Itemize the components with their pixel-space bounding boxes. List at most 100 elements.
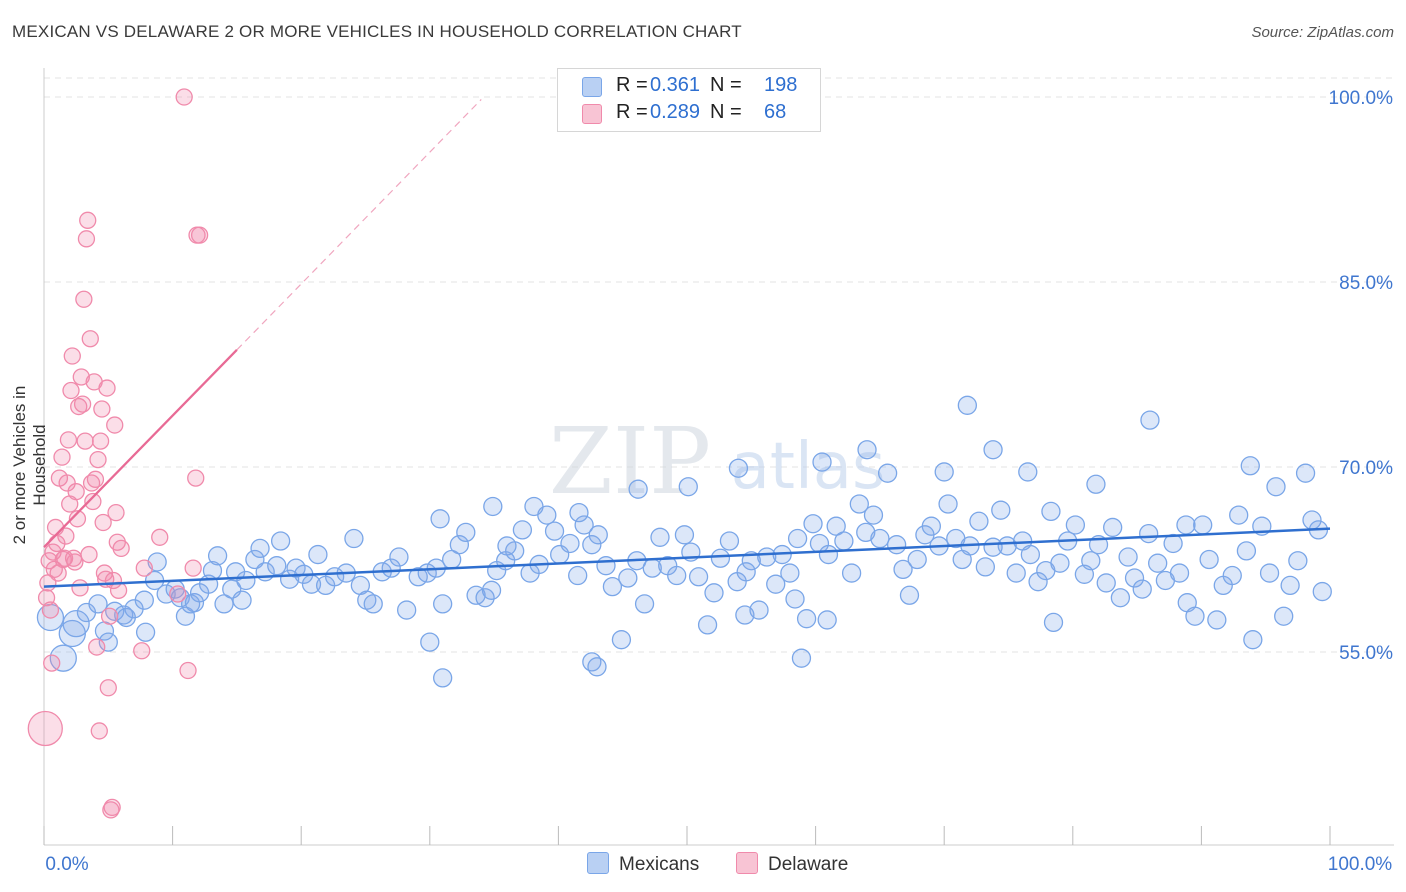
mexicans-point [602,576,623,597]
delaware-point [79,211,97,229]
mexicans-point [1065,515,1086,535]
mexicans-point [710,548,731,568]
mexicans-point [618,568,638,588]
mexicans-point [582,535,602,555]
delaware-point [81,330,99,348]
mexicans-point [849,494,869,514]
delaware-point [107,503,125,522]
delaware-point [179,661,197,680]
mexicans-point [475,588,495,608]
delaware-legend-label: Delaware [768,854,849,875]
mexicans-point [344,528,364,549]
delaware-point [190,226,209,244]
delaware-point [62,381,80,400]
delaware-legend-icon [736,852,758,874]
mexicans-point [749,600,769,620]
delaware-point [58,474,76,492]
mexicans-point [969,511,989,531]
mexicans-point [1199,549,1219,570]
mexicans-point [1103,517,1123,538]
delaware-point [103,798,121,817]
mexicans-point [184,593,205,613]
delaware-point [89,450,107,469]
mexicans-point [481,580,502,600]
mexicans-point [62,609,90,638]
delaware-point [184,559,202,577]
mexicans-point [49,644,77,672]
mexicans-point [907,549,927,570]
delaware-point [187,469,205,487]
mexicans-point [741,551,761,571]
mexicans-point [270,531,291,551]
mexicans-point [524,496,544,517]
delaware-point [66,553,84,571]
mexicans-point [433,668,453,688]
mexicans-point [697,615,718,635]
mexicans-swatch-icon [582,77,602,97]
mexicans-point [886,535,907,555]
mexicans-trend-line [43,527,1331,588]
mexicans-point [674,525,695,545]
delaware-point [151,528,169,546]
mexicans-point [975,557,996,577]
legend-r-value: 0.289 [650,101,701,123]
mexicans-point [857,440,877,460]
mexicans-point [1243,630,1263,650]
mexicans-point [863,505,884,525]
mexicans-point [735,605,755,625]
y-tick-label: 85.0% [1339,273,1393,294]
mexicans-point [134,590,154,610]
mexicans-point [826,516,846,536]
delaware-point [84,492,102,511]
watermark-zip: ZIP [549,408,711,515]
mexicans-point [899,585,920,605]
legend-n-label: N = [710,74,742,96]
mexicans-point [512,520,533,540]
delaware-point [63,347,81,365]
mexicans-point [135,622,156,642]
legend-n-label: N = [710,101,742,123]
mexicans-point [803,514,823,534]
y-tick-label: 100.0% [1329,88,1394,109]
mexicans-point [877,463,898,483]
mexicans-point [934,462,954,482]
mexicans-point [817,610,837,630]
delaware-point [133,642,151,660]
mexicans-point [1169,563,1190,583]
delaware-point [76,432,94,450]
delaware-point [80,545,98,564]
delaware-point [175,88,193,106]
y-tick-label: 55.0% [1339,643,1393,664]
mexicans-point [1193,515,1213,535]
delaware-point [41,601,60,619]
mexicans-point [1081,551,1101,571]
mexicans-point [1229,505,1249,525]
delaware-point [112,539,130,558]
mexicans-point [587,657,607,677]
mexicans-point [544,521,565,541]
legend-row-mexicans: R = 0.361 N = 198 [558,74,820,100]
y-tick-label: 70.0% [1339,458,1393,479]
mexicans-point [1018,462,1038,482]
mexicans-point [870,528,890,549]
mexicans-point [921,516,941,536]
delaware-swatch-icon [582,104,602,124]
mexicans-point [1207,610,1227,630]
delaware-point [169,585,187,603]
mexicans-point [1124,568,1145,588]
mexicans-point [766,574,786,594]
mexicans-point [611,630,632,650]
mexicans-point [389,547,409,567]
chart-title: MEXICAN VS DELAWARE 2 OR MORE VEHICLES I… [12,22,742,41]
delaware-point [88,638,106,656]
mexicans-point [983,440,1003,460]
mexicans-point [1295,463,1316,483]
mexicans-point [1086,474,1106,494]
mexicans-point [569,502,589,523]
mexicans-point [1185,606,1205,626]
delaware-trend-extension [236,99,482,351]
mexicans-point [1176,515,1196,535]
y-axis-title: 2 or more Vehicles in Household [10,385,49,545]
delaware-point [100,607,119,625]
